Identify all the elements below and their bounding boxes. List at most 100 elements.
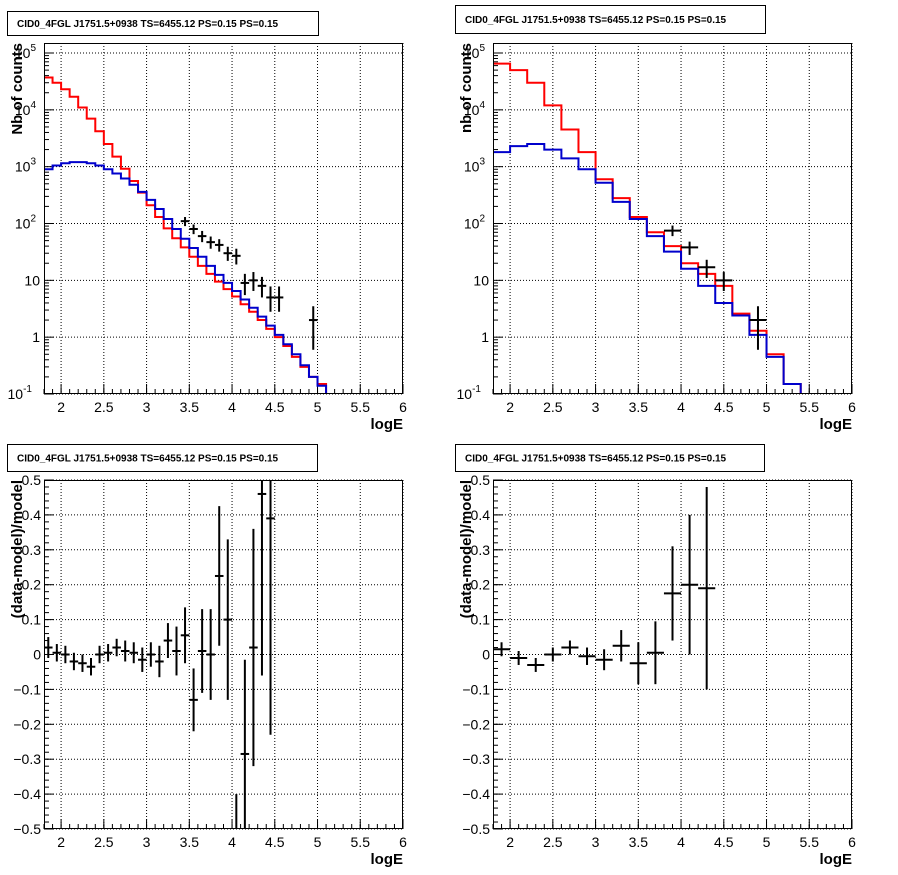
y-axis-title: nb of counts bbox=[458, 43, 475, 133]
x-tick-label: 2 bbox=[506, 399, 514, 415]
x-tick-label: 6 bbox=[399, 834, 407, 850]
x-tick-label: 4.5 bbox=[714, 834, 734, 850]
chart-panel-1: CID0_4FGL J1751.5+0938 TS=6455.12 PS=0.1… bbox=[7, 11, 407, 433]
x-tick-label: 5.5 bbox=[351, 834, 371, 850]
y-tick-label: 10-1 bbox=[457, 384, 482, 402]
x-tick-label: 2.5 bbox=[543, 399, 563, 415]
data-layer bbox=[493, 62, 852, 394]
y-tick-label: 0.4 bbox=[471, 507, 491, 523]
y-tick-label: 0.1 bbox=[22, 612, 42, 628]
y-tick-label: −0.3 bbox=[13, 751, 41, 767]
chart-title: CID0_4FGL J1751.5+0938 TS=6455.12 PS=0.1… bbox=[465, 15, 727, 26]
x-axis-title: logE bbox=[371, 851, 404, 868]
y-tick-label: −0.2 bbox=[13, 716, 41, 732]
chart-title-box bbox=[455, 5, 766, 34]
plot-frame bbox=[493, 43, 852, 394]
y-tick-label: 0.2 bbox=[22, 577, 42, 593]
x-tick-label: 4 bbox=[228, 834, 236, 850]
y-tick-label: 102 bbox=[464, 214, 486, 232]
y-tick-label: 0 bbox=[482, 647, 490, 663]
x-axis-title: logE bbox=[371, 416, 404, 433]
y-tick-label: −0.5 bbox=[13, 821, 41, 837]
y-tick-label: −0.4 bbox=[462, 786, 490, 802]
x-axis-title: logE bbox=[820, 851, 853, 868]
x-tick-label: 5.5 bbox=[351, 399, 371, 415]
y-tick-label: 0.2 bbox=[471, 577, 491, 593]
y-tick-label: 0.5 bbox=[471, 472, 491, 488]
plot-area bbox=[44, 43, 403, 394]
x-tick-label: 3.5 bbox=[629, 399, 649, 415]
x-tick-label: 3 bbox=[592, 834, 600, 850]
x-tick-label: 2 bbox=[57, 399, 65, 415]
y-tick-label: 0.1 bbox=[471, 612, 491, 628]
x-tick-label: 3.5 bbox=[180, 399, 200, 415]
y-tick-label: 10 bbox=[24, 272, 40, 288]
y-tick-label: 103 bbox=[464, 157, 486, 175]
plot-frame bbox=[493, 480, 852, 829]
y-axis-title: (data-model)/model bbox=[458, 480, 475, 618]
x-tick-label: 5.5 bbox=[800, 834, 820, 850]
x-tick-label: 2.5 bbox=[543, 834, 563, 850]
chart-title: CID0_4FGL J1751.5+0938 TS=6455.12 PS=0.1… bbox=[17, 19, 279, 30]
y-tick-label: −0.5 bbox=[462, 821, 490, 837]
y-tick-label: 0.5 bbox=[22, 472, 42, 488]
x-tick-label: 2.5 bbox=[94, 399, 114, 415]
x-tick-label: 4.5 bbox=[265, 399, 285, 415]
y-tick-label: 1 bbox=[481, 329, 489, 345]
plot-frame bbox=[44, 480, 403, 829]
y-tick-label: −0.4 bbox=[13, 786, 41, 802]
chart-title-box bbox=[7, 444, 318, 472]
y-tick-label: 104 bbox=[464, 100, 486, 118]
y-tick-label: 0.3 bbox=[22, 542, 42, 558]
data-layer bbox=[493, 486, 716, 690]
y-tick-label: 105 bbox=[15, 43, 37, 61]
chart-title: CID0_4FGL J1751.5+0938 TS=6455.12 PS=0.1… bbox=[465, 454, 727, 465]
histogram-series-2 bbox=[493, 143, 852, 394]
x-tick-label: 3.5 bbox=[629, 834, 649, 850]
x-tick-label: 2 bbox=[57, 834, 65, 850]
x-tick-label: 5 bbox=[763, 399, 771, 415]
y-tick-label: 0.3 bbox=[471, 542, 491, 558]
x-tick-label: 3 bbox=[143, 834, 151, 850]
data-layer bbox=[44, 76, 403, 394]
x-tick-label: 3.5 bbox=[180, 834, 200, 850]
x-tick-label: 6 bbox=[399, 399, 407, 415]
y-tick-label: 104 bbox=[15, 100, 37, 118]
y-tick-label: −0.1 bbox=[462, 681, 490, 697]
x-tick-label: 5 bbox=[314, 399, 322, 415]
x-tick-label: 4.5 bbox=[265, 834, 285, 850]
x-tick-label: 4.5 bbox=[714, 399, 734, 415]
x-tick-label: 4 bbox=[677, 399, 685, 415]
y-tick-label: 102 bbox=[15, 214, 37, 232]
x-tick-label: 5.5 bbox=[800, 399, 820, 415]
y-axis-title: Nb of counts bbox=[9, 43, 26, 135]
x-tick-label: 6 bbox=[848, 399, 856, 415]
chart-title-box bbox=[455, 444, 765, 472]
y-tick-label: 1 bbox=[32, 329, 40, 345]
x-tick-label: 3 bbox=[592, 399, 600, 415]
x-tick-label: 4 bbox=[677, 834, 685, 850]
x-tick-label: 2 bbox=[506, 834, 514, 850]
chart-panel-2: CID0_4FGL J1751.5+0938 TS=6455.12 PS=0.1… bbox=[455, 5, 856, 433]
x-tick-label: 5 bbox=[314, 834, 322, 850]
plot-frame bbox=[44, 43, 403, 394]
y-tick-label: −0.3 bbox=[462, 751, 490, 767]
y-tick-label: −0.2 bbox=[462, 716, 490, 732]
chart-panel-4: CID0_4FGL J1751.5+0938 TS=6455.12 PS=0.1… bbox=[455, 444, 856, 868]
y-tick-label: 0.4 bbox=[22, 507, 42, 523]
y-tick-label: 0 bbox=[33, 647, 41, 663]
x-tick-label: 5 bbox=[763, 834, 771, 850]
y-tick-label: 105 bbox=[464, 43, 486, 61]
y-tick-label: −0.1 bbox=[13, 681, 41, 697]
y-tick-label: 10-1 bbox=[8, 384, 33, 402]
x-tick-label: 3 bbox=[143, 399, 151, 415]
chart-title-box bbox=[7, 11, 319, 36]
chart-panel-3: CID0_4FGL J1751.5+0938 TS=6455.12 PS=0.1… bbox=[7, 444, 407, 868]
x-tick-label: 2.5 bbox=[94, 834, 114, 850]
data-layer bbox=[44, 480, 275, 829]
plot-area bbox=[493, 43, 852, 394]
y-tick-label: 103 bbox=[15, 157, 37, 175]
y-axis-title: (data-model)/model bbox=[9, 480, 26, 618]
histogram-series-2 bbox=[44, 161, 403, 394]
